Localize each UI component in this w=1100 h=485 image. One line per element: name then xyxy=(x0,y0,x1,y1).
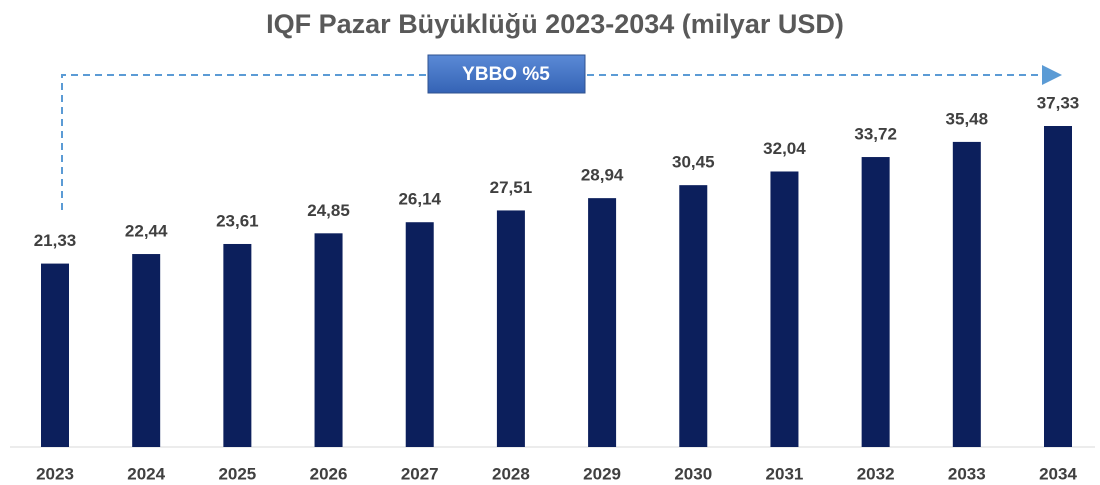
value-label: 26,14 xyxy=(398,190,441,209)
bar xyxy=(496,210,525,447)
bar xyxy=(223,243,252,447)
value-label: 30,45 xyxy=(672,153,715,172)
cagr-box xyxy=(427,54,586,94)
bar xyxy=(588,198,617,447)
x-tick-label: 2025 xyxy=(218,464,256,483)
value-label: 23,61 xyxy=(216,211,259,230)
x-tick-label: 2030 xyxy=(674,464,712,483)
value-label: 37,33 xyxy=(1037,93,1080,112)
bar xyxy=(861,157,890,447)
bar xyxy=(679,185,708,447)
cagr-label: YBBO %5 xyxy=(462,64,550,85)
x-tick-label: 2023 xyxy=(36,464,74,483)
bar xyxy=(132,254,161,447)
bar xyxy=(41,263,69,447)
x-tick-label: 2028 xyxy=(492,464,530,483)
x-tick-label: 2024 xyxy=(127,464,165,483)
x-tick-label: 2034 xyxy=(1039,464,1077,483)
value-label: 22,44 xyxy=(125,222,168,241)
bar xyxy=(770,171,799,447)
x-tick-label: 2033 xyxy=(948,464,986,483)
bar xyxy=(405,222,434,447)
bar xyxy=(1044,126,1072,447)
bar xyxy=(314,233,343,447)
x-tick-label: 2031 xyxy=(766,464,804,483)
chart-title: IQF Pazar Büyüklüğü 2023-2034 (milyar US… xyxy=(266,9,844,39)
x-tick-label: 2027 xyxy=(401,464,439,483)
x-tick-label: 2029 xyxy=(583,464,621,483)
value-label: 33,72 xyxy=(854,125,897,144)
value-label: 28,94 xyxy=(581,166,624,185)
value-label: 21,33 xyxy=(34,231,77,250)
cagr-arrow xyxy=(61,65,1062,210)
x-tick-label: 2026 xyxy=(310,464,348,483)
value-label: 27,51 xyxy=(490,178,533,197)
x-tick-label: 2032 xyxy=(857,464,895,483)
value-label: 32,04 xyxy=(763,139,806,158)
value-label: 35,48 xyxy=(946,109,989,128)
bar xyxy=(952,141,981,447)
value-label: 24,85 xyxy=(307,201,350,220)
